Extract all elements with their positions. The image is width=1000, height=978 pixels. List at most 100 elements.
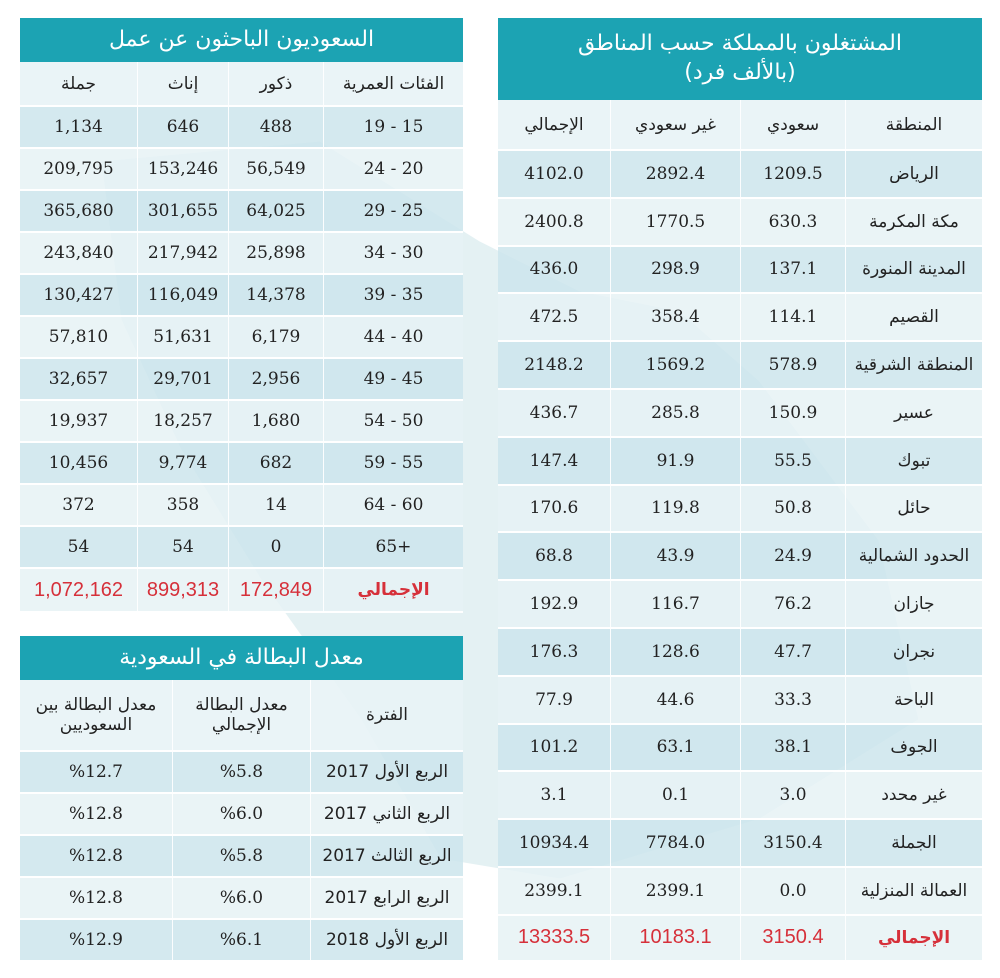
table-cell: 137.1 [740,246,845,293]
table-cell: %6.1 [172,920,310,960]
table-cell: 14 [228,485,323,525]
table-cell: 14,378 [228,275,323,315]
table-cell: 54 [137,527,228,567]
table-cell: %6.0 [172,878,310,918]
unemployment-title: معدل البطالة في السعودية [20,636,463,680]
table-cell: 170.6 [529,498,579,519]
table-cell: 68.8 [535,546,573,567]
row-label: عسير [845,389,982,436]
column-header: معدل البطالة الإجمالي [172,680,310,750]
table-cell: 298.9 [610,246,740,293]
table-row: 59 - 55 682 9,774 10,456 [20,443,463,485]
total-cell: 899,313 [137,569,228,611]
row-label: 49 - 45 [323,359,463,399]
row-label: 59 - 55 [323,443,463,483]
table-cell: 2892.4 [610,151,740,197]
table-cell: %12.8 [68,804,123,824]
table-cell: 150.9 [740,389,845,436]
row-label: جازان [845,581,982,627]
row-label: حائل [845,485,982,532]
total-row: الإجمالي 172,849 899,313 1,072,162 [20,569,463,613]
table-row: الربع الثالث 2017 %5.8 %12.8 [20,836,463,878]
row-label: الربع الثاني 2017 [310,794,463,834]
table-cell: 116.7 [610,581,740,627]
row-label: المدينة المنورة [845,246,982,293]
column-header: الفئات العمرية [323,62,463,105]
table-cell: 147.4 [529,450,579,471]
row-label: القصيم [845,294,982,341]
column-header: المنطقة [845,100,982,149]
table-cell: 2400.8 [524,211,584,232]
total-cell: 3150.4 [740,915,845,960]
column-header: سعودي [740,100,845,149]
employed-subtitle: (بالألف فرد) [684,60,796,85]
table-cell: 6,179 [228,317,323,357]
row-label: المنطقة الشرقية [845,342,982,388]
row-label: الجملة [845,820,982,866]
table-cell: 44.6 [610,676,740,723]
employed-table: المشتغلون بالمملكة حسب المناطق (بالألف ف… [498,18,982,962]
table-row: جازان 76.2 116.7 192.9 [498,581,982,629]
table-cell: 64,025 [228,191,323,231]
table-cell: 7784.0 [610,820,740,866]
table-cell: 77.9 [535,689,573,710]
table-cell: 101.2 [529,737,579,758]
total-cell: 13333.5 [517,926,591,949]
table-row: الربع الأول 2018 %6.1 %12.9 [20,920,463,962]
table-row: الجملة 3150.4 7784.0 10934.4 [498,820,982,868]
table-cell: 488 [228,107,323,147]
table-row: 24 - 20 56,549 153,246 209,795 [20,149,463,191]
row-label: نجران [845,628,982,675]
table-cell: %6.0 [172,794,310,834]
table-row: الجوف 38.1 63.1 101.2 [498,724,982,773]
table-row: 19 - 15 488 646 1,134 [20,107,463,149]
table-cell: 50.8 [740,485,845,532]
table-row: الربع الرابع 2017 %6.0 %12.8 [20,878,463,920]
table-cell: 63.1 [610,724,740,771]
column-header: معدل البطالة بين السعوديين [35,695,157,735]
employed-title: المشتغلون بالمملكة حسب المناطق [578,31,902,57]
table-cell: 472.5 [529,307,579,328]
table-row: 54 - 50 1,680 18,257 19,937 [20,401,463,443]
table-cell: 29,701 [137,359,228,399]
table-cell: 76.2 [740,581,845,627]
row-label: الرياض [845,151,982,197]
table-cell: %5.8 [172,752,310,792]
table-row: المنطقة الشرقية 578.9 1569.2 2148.2 [498,342,982,390]
table-cell: 130,427 [43,285,114,305]
table-cell: %12.8 [68,846,123,866]
table-cell: 24.9 [740,533,845,580]
total-row: الإجمالي 3150.4 10183.1 13333.5 [498,915,982,962]
row-label: 44 - 40 [323,317,463,357]
table-cell: 578.9 [740,342,845,388]
row-label: 65+ [323,527,463,567]
row-label: الربع الأول 2018 [310,920,463,960]
table-row: العمالة المنزلية 0.0 2399.1 2399.1 [498,867,982,916]
row-label: 64 - 60 [323,485,463,525]
total-cell: الإجمالي [845,915,982,960]
table-row: المدينة المنورة 137.1 298.9 436.0 [498,246,982,295]
table-cell: 57,810 [48,327,109,347]
table-cell: 1569.2 [610,342,740,388]
table-cell: 3150.4 [740,820,845,866]
table-cell: 56,549 [228,149,323,189]
row-label: مكة المكرمة [845,198,982,245]
table-row: غير محدد 3.0 0.1 3.1 [498,772,982,821]
total-cell: 10183.1 [610,915,740,960]
table-cell: 10934.4 [518,833,590,854]
table-cell: 176.3 [529,641,579,662]
row-label: الجوف [845,724,982,771]
table-cell: 25,898 [228,233,323,273]
column-header: غير سعودي [610,100,740,149]
row-label: 54 - 50 [323,401,463,441]
table-cell: 0.1 [610,772,740,819]
table-cell: 19,937 [48,411,109,431]
table-row: عسير 150.9 285.8 436.7 [498,389,982,438]
table-row: الحدود الشمالية 24.9 43.9 68.8 [498,533,982,582]
table-cell: 0 [228,527,323,567]
table-row: الربع الأول 2017 %5.8 %12.7 [20,752,463,794]
column-header: إناث [137,62,228,105]
table-cell: 0.0 [740,867,845,914]
table-cell: 1209.5 [740,151,845,197]
unemployment-table: معدل البطالة في السعودية الفترة معدل البط… [20,636,463,962]
